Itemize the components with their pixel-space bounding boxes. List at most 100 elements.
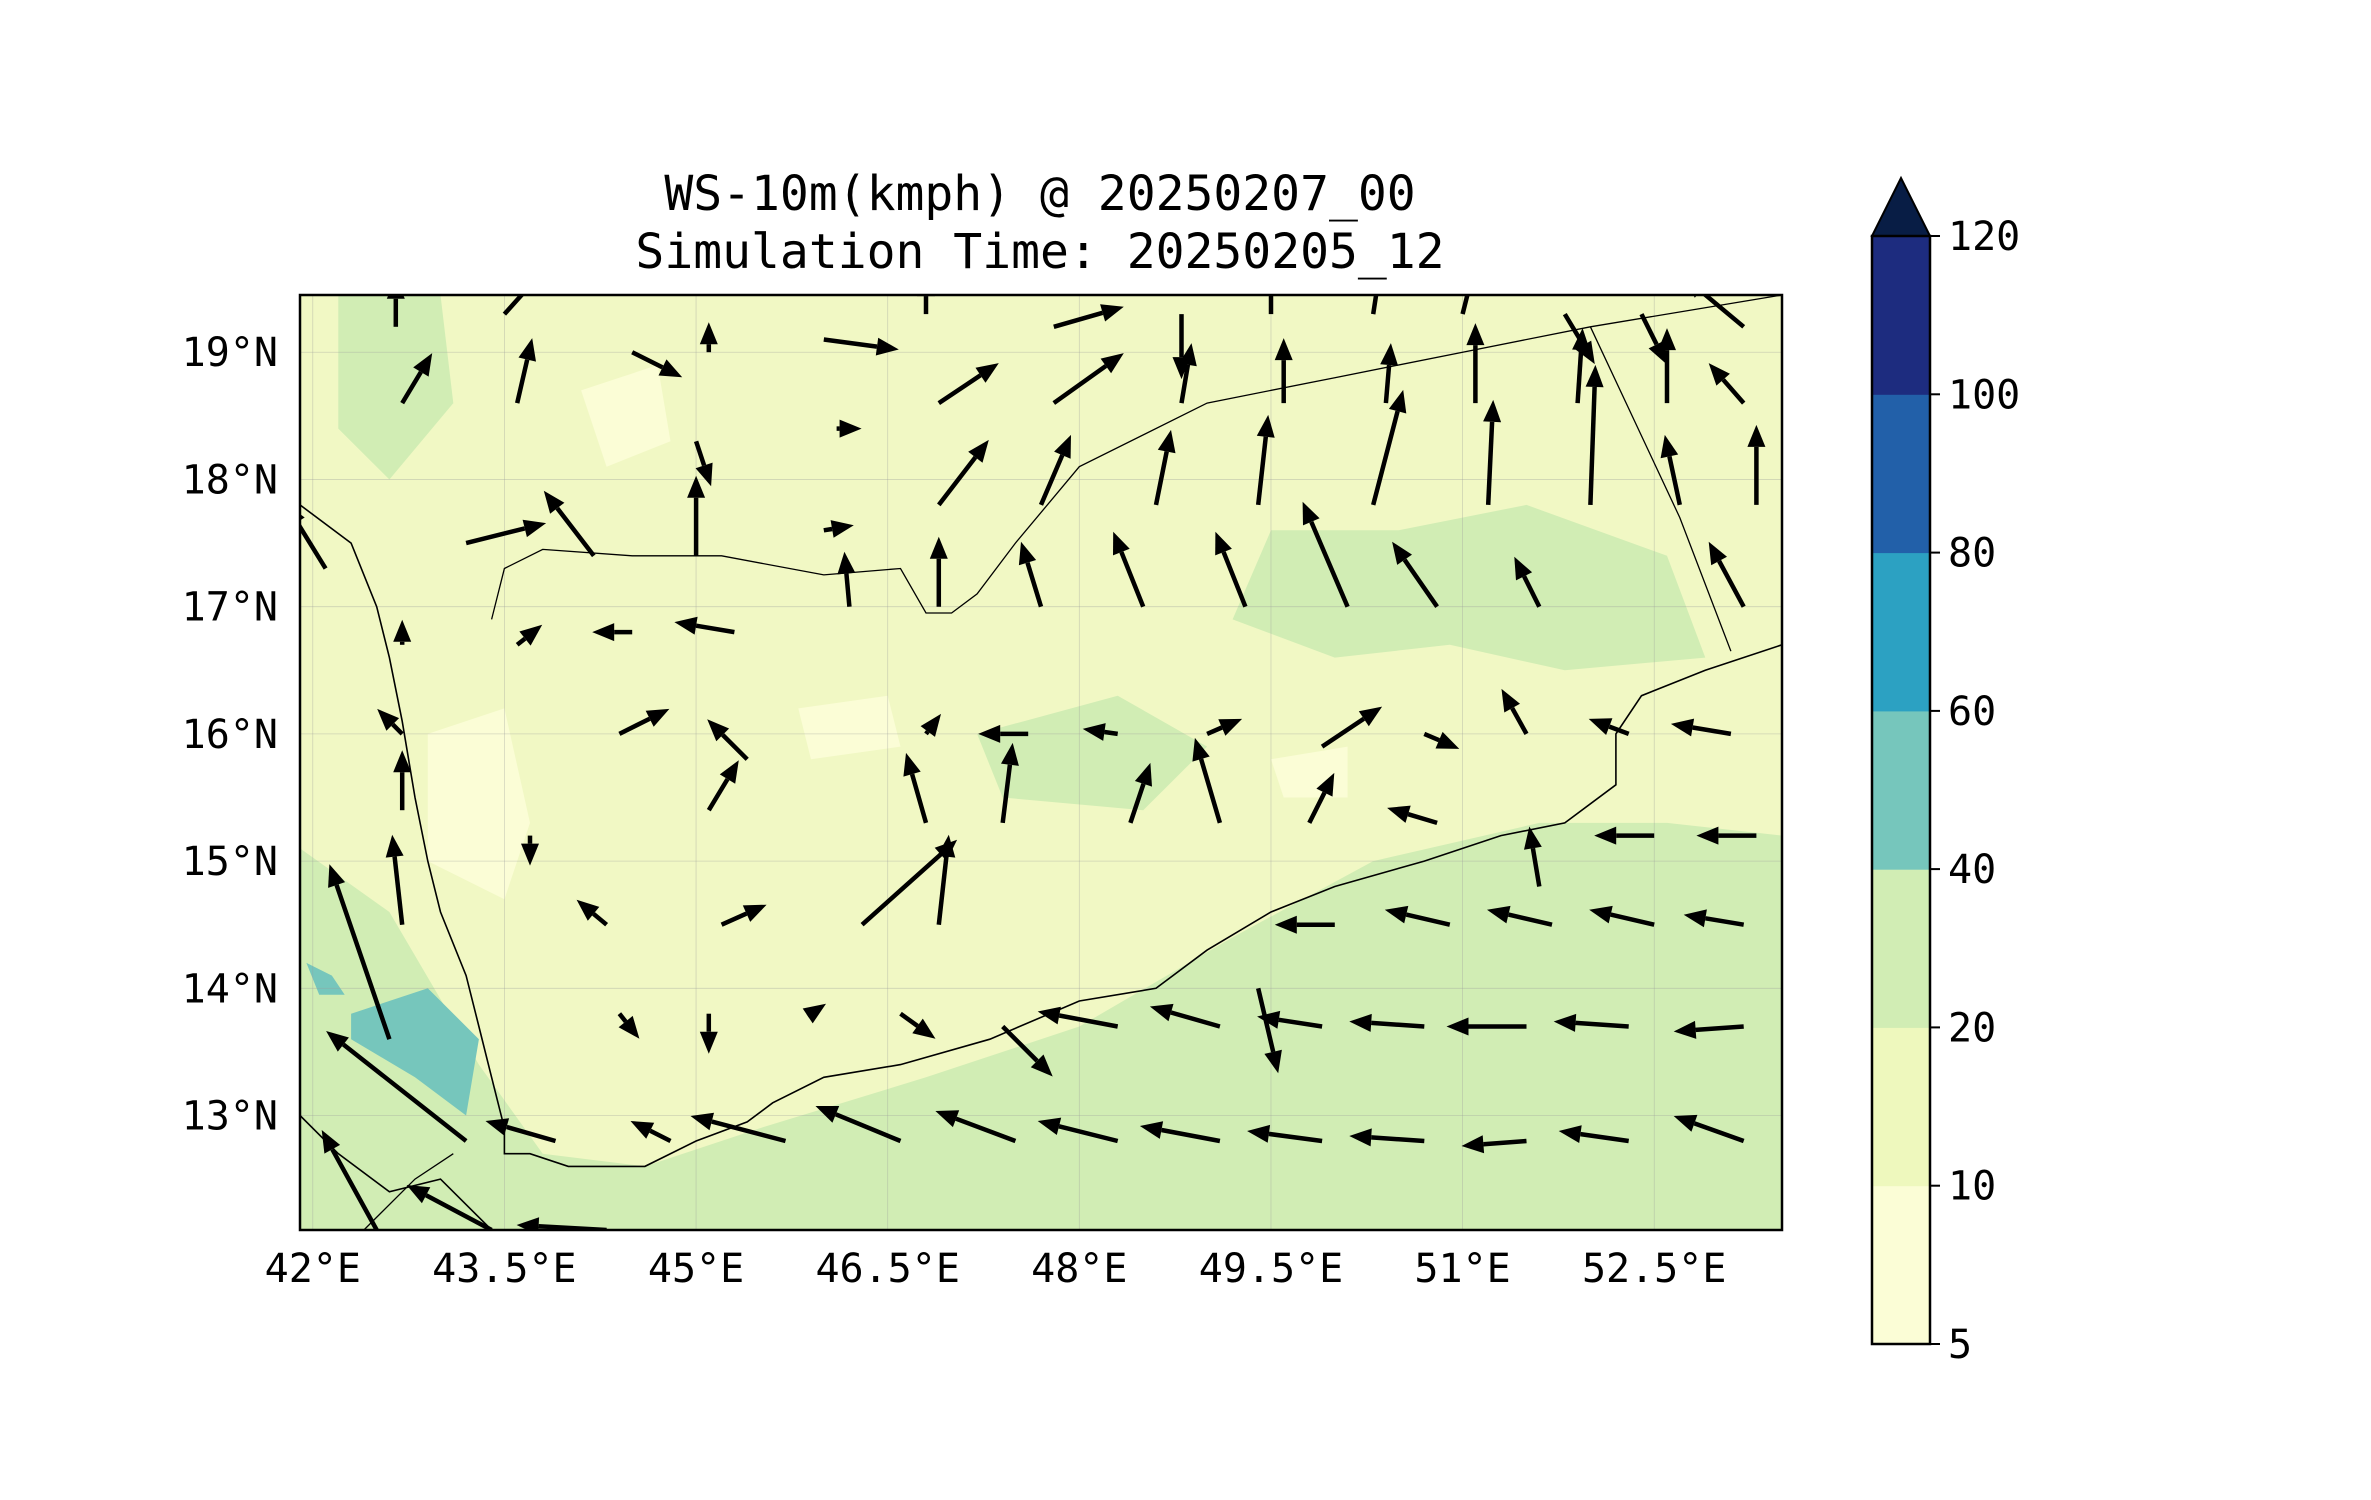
- wind-arrow: [1139, 1121, 1221, 1144]
- wind-arrow: [521, 835, 539, 866]
- colorbar-extend-arrow: [1870, 175, 1932, 237]
- wind-arrow: [1349, 1128, 1425, 1147]
- lon-tick-label: 48°E: [1031, 1246, 1127, 1292]
- wind-arrow: [321, 1130, 379, 1230]
- country-border: [1589, 326, 1732, 652]
- wind-arrow: [1589, 905, 1655, 927]
- lat-tick-label: 13°N: [182, 1094, 278, 1140]
- wind-arrow: [515, 338, 536, 404]
- wind-arrow: [1000, 742, 1019, 824]
- colorbar-tick-label: 5: [1948, 1322, 1972, 1368]
- wind-arrow: [920, 713, 941, 737]
- wind-arrow: [377, 708, 404, 736]
- wind-arrow: [836, 419, 862, 438]
- wind-arrow: [1320, 706, 1383, 749]
- wind-arrow: [1302, 501, 1350, 608]
- lon-tick-label: 43.5°E: [432, 1246, 577, 1292]
- wind-arrow: [706, 760, 739, 812]
- wind-arrow: [1113, 531, 1146, 608]
- speed-region: [306, 962, 345, 995]
- wind-arrow: [406, 1185, 493, 1230]
- wind-arrow: [1446, 1017, 1527, 1036]
- speed-region: [581, 365, 671, 467]
- wind-arrow: [515, 624, 543, 647]
- speed-region: [300, 822, 1782, 1230]
- wind-arrow: [1483, 399, 1502, 506]
- wind-arrow: [1708, 541, 1746, 608]
- wind-arrow: [1466, 323, 1485, 404]
- speed-region: [798, 695, 901, 760]
- wind-arrow: [699, 1013, 718, 1054]
- wind-arrow: [1572, 328, 1591, 404]
- speed-region: [338, 295, 454, 480]
- figure-subtitle: Simulation Time: 20250205_12: [635, 224, 1444, 280]
- wind-arrow: [328, 864, 392, 1040]
- wind-arrow: [937, 439, 989, 507]
- wind-arrow: [1192, 737, 1223, 824]
- lon-tick-label: 52.5°E: [1582, 1246, 1727, 1292]
- wind-arrow: [1387, 805, 1438, 826]
- wind-arrow: [1585, 364, 1604, 505]
- wind-arrow: [720, 904, 767, 927]
- wind-arrow: [1274, 338, 1293, 404]
- wind-arrow: [1179, 343, 1197, 404]
- wind-arrow: [1514, 556, 1542, 608]
- country-border: [363, 1153, 454, 1230]
- wind-arrow: [1255, 414, 1275, 506]
- lon-tick-label: 49.5°E: [1199, 1246, 1344, 1292]
- wind-arrow: [693, 440, 713, 487]
- wind-arrow: [1215, 531, 1248, 608]
- lat-tick-label: 18°N: [182, 458, 278, 504]
- wind-arrow: [707, 719, 749, 761]
- wind-arrow: [393, 619, 412, 645]
- wind-arrow: [1588, 718, 1630, 737]
- wind-arrow: [937, 363, 999, 405]
- wind-arrow: [837, 551, 856, 607]
- wind-arrow: [465, 519, 547, 546]
- wind-speed-shading: [300, 295, 1782, 1230]
- colorbar-segment: [1872, 869, 1930, 1028]
- wind-arrow: [1392, 541, 1439, 608]
- wind-arrow: [485, 1118, 557, 1144]
- wind-arrow: [1052, 353, 1124, 405]
- lon-tick-label: 42°E: [265, 1246, 361, 1292]
- lat-tick-label: 15°N: [182, 839, 278, 885]
- wind-arrow: [1558, 1125, 1630, 1144]
- wind-arrow: [674, 616, 735, 635]
- colorbar-tick-label: 20: [1948, 1005, 1996, 1051]
- wind-arrow: [1683, 909, 1745, 928]
- wind-arrow: [592, 623, 633, 642]
- wind-arrow: [1501, 688, 1529, 735]
- speed-region: [427, 708, 530, 900]
- colorbar-tick-label: 40: [1948, 847, 1996, 893]
- wind-arrow: [1673, 1114, 1745, 1144]
- wind-arrow: [929, 536, 948, 607]
- wind-arrow: [1670, 718, 1732, 737]
- colorbar-frame: [1870, 234, 1932, 1346]
- wind-arrow: [1524, 826, 1542, 887]
- wind-arrow: [617, 1012, 640, 1039]
- wind-arrow: [899, 1011, 936, 1039]
- wind-arrow: [1037, 1117, 1119, 1144]
- coastlines-and-borders: [300, 295, 1782, 1230]
- wind-arrow: [1380, 343, 1399, 404]
- wind-arrow: [576, 899, 609, 927]
- map-frame: [298, 293, 1784, 1232]
- colorbar-segment: [1872, 552, 1930, 712]
- wind-arrow: [903, 752, 929, 824]
- wind-arrow: [630, 1121, 672, 1144]
- wind-arrow: [1018, 541, 1044, 608]
- speed-region: [1232, 504, 1706, 671]
- wind-arrow: [631, 350, 683, 378]
- wind-arrow: [1370, 295, 1379, 315]
- lat-tick-label: 17°N: [182, 585, 278, 631]
- colorbar-segment: [1872, 394, 1930, 554]
- wind-arrow: [1082, 723, 1119, 741]
- wind-arrow: [1307, 772, 1335, 824]
- wind-arrow: [502, 295, 525, 316]
- wind-arrow: [815, 1106, 902, 1144]
- wind-arrow: [1247, 1124, 1323, 1144]
- wind-arrow: [1206, 718, 1243, 736]
- wind-arrow: [699, 322, 718, 353]
